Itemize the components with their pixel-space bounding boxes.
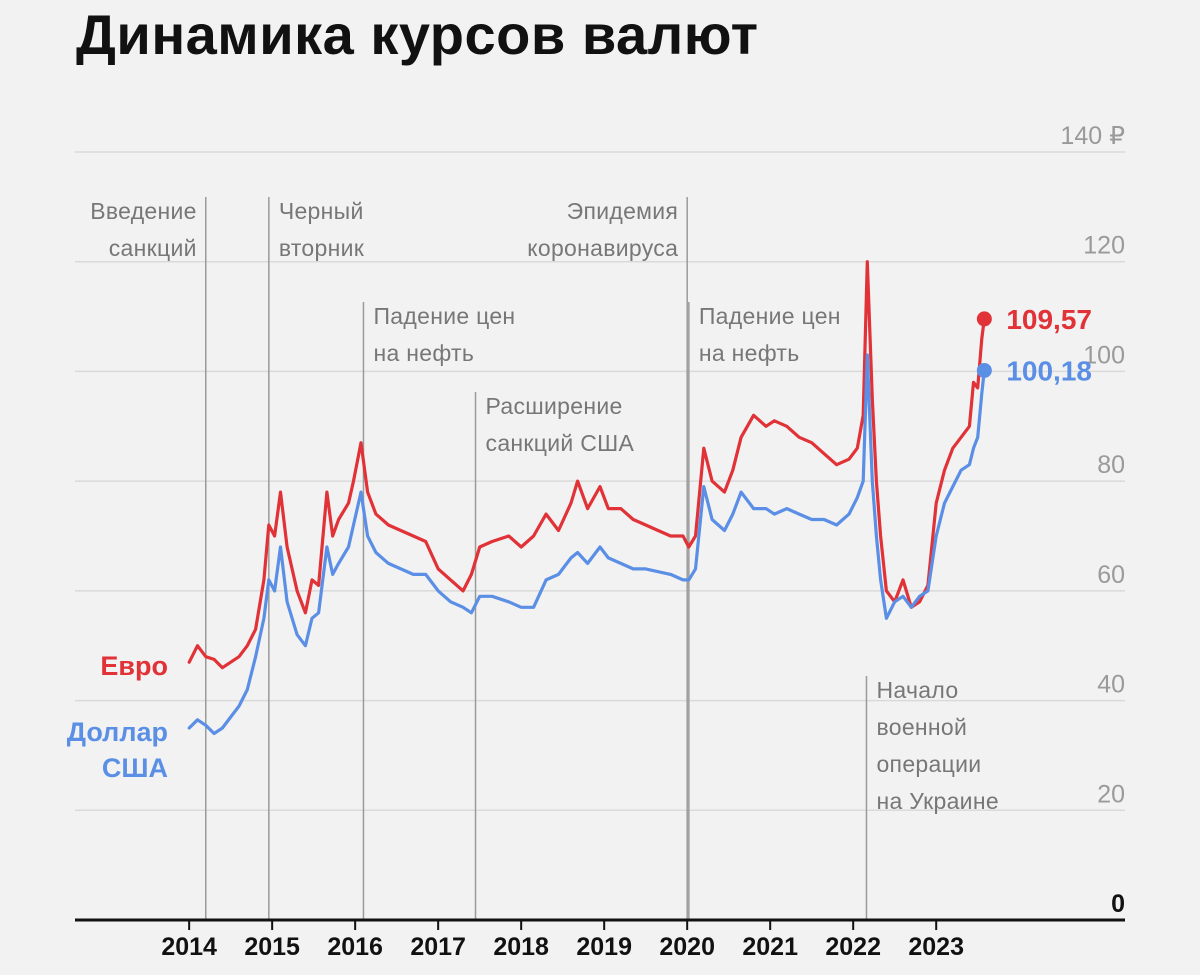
y-tick-label: 60 — [1097, 561, 1125, 589]
event-annotation: операции — [876, 751, 981, 777]
y-tick-label: 100 — [1083, 341, 1125, 369]
event-annotation: Падение цен — [699, 303, 841, 329]
event-annotation: санкций США — [486, 430, 635, 456]
event-annotation: на Украине — [876, 788, 998, 814]
event-annotation: Эпидемия — [567, 198, 679, 224]
y-tick-label: 140 ₽ — [1060, 122, 1125, 150]
x-tick-label: 2021 — [742, 933, 798, 961]
x-tick-label: 2015 — [244, 933, 300, 961]
y-tick-label: 40 — [1097, 671, 1125, 699]
y-tick-label: 20 — [1097, 780, 1125, 808]
series-end-label: 109,57 — [1006, 304, 1092, 335]
x-tick-label: 2016 — [327, 933, 383, 961]
event-annotation: на нефть — [373, 340, 474, 366]
y-tick-label: 0 — [1111, 890, 1125, 918]
x-tick-label: 2018 — [493, 933, 549, 961]
event-annotation: вторник — [279, 235, 365, 261]
x-tick-label: 2019 — [576, 933, 632, 961]
y-tick-label: 80 — [1097, 451, 1125, 479]
x-tick-label: 2020 — [659, 933, 715, 961]
series-name-label: Евро — [100, 651, 168, 681]
x-tick-label: 2023 — [908, 933, 964, 961]
event-annotation: на нефть — [699, 340, 800, 366]
event-annotation: Начало — [876, 677, 958, 703]
event-annotation: Черный — [279, 198, 364, 224]
series-end-point — [976, 362, 992, 378]
x-tick-label: 2022 — [825, 933, 881, 961]
event-annotation: коронавируса — [527, 235, 678, 261]
x-tick-label: 2014 — [161, 933, 217, 961]
event-annotation: Расширение — [486, 393, 623, 419]
series-line-dollar — [187, 353, 986, 736]
series-name-label: Доллар — [67, 717, 168, 747]
chart-title: Динамика курсов валют — [76, 3, 759, 66]
event-annotation: Введение — [90, 198, 197, 224]
event-annotation: санкций — [109, 235, 197, 261]
series-end-label: 100,18 — [1006, 355, 1092, 386]
series-name-label: США — [102, 753, 168, 783]
x-tick-label: 2017 — [410, 933, 466, 961]
event-annotation: военной — [876, 714, 967, 740]
series-end-point — [976, 311, 992, 327]
event-annotation: Падение цен — [373, 303, 515, 329]
series-line-euro — [187, 260, 986, 670]
y-tick-label: 120 — [1083, 232, 1125, 260]
